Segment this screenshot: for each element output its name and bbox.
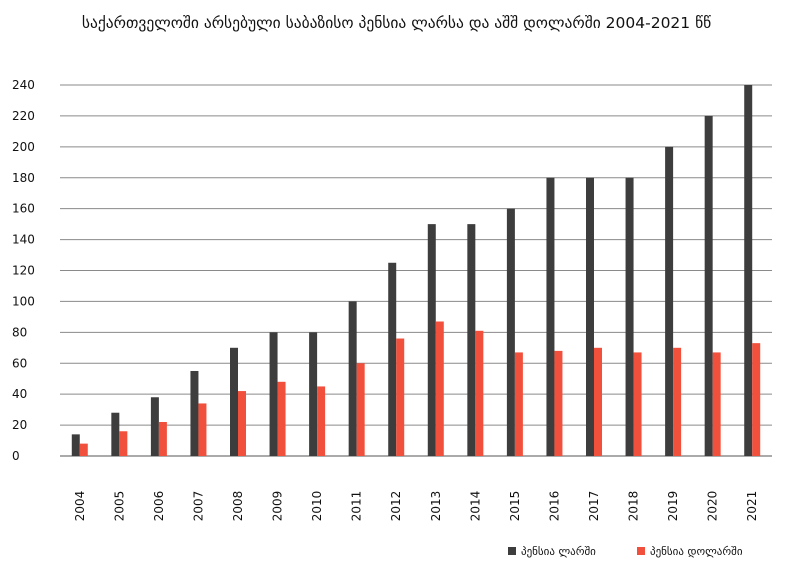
x-tick-label: 2019: [666, 491, 680, 522]
bar-pension-gel: [744, 85, 753, 456]
x-tick-label: 2013: [429, 491, 443, 522]
x-tick-label: 2020: [706, 491, 720, 522]
bar-pension-usd: [475, 330, 484, 456]
bar-pension-gel: [665, 146, 674, 457]
x-tick-label: 2006: [152, 491, 166, 522]
x-tick-label: 2017: [587, 491, 601, 522]
bar-pension-usd: [554, 350, 563, 456]
bar-pension-gel: [348, 301, 357, 456]
bar-pension-gel: [269, 332, 278, 456]
bar-pension-usd: [158, 421, 167, 456]
y-tick-label: 20: [12, 418, 27, 432]
bar-pension-usd: [633, 352, 642, 456]
bar-pension-gel: [309, 332, 318, 456]
bar-pension-usd: [317, 386, 326, 456]
gridlines: [60, 84, 772, 457]
y-tick-label: 200: [12, 140, 35, 154]
y-tick-label: 40: [12, 387, 27, 401]
bar-pension-gel: [546, 177, 555, 456]
bar-pension-usd: [79, 443, 88, 456]
x-axis-ticks: 2004 2005 2006 2007 2008 2009 2010 2011 2012 2013…: [73, 491, 759, 522]
y-tick-label: 120: [12, 264, 35, 278]
bar-pension-usd: [673, 347, 682, 456]
bar-pension-gel: [467, 224, 476, 456]
bar-pension-gel: [190, 370, 199, 456]
legend-label: პენსია დოლარში: [650, 545, 743, 558]
bars: [71, 85, 761, 457]
bar-pension-gel: [704, 115, 713, 457]
legend-swatch: [508, 547, 516, 555]
bar-pension-gel: [586, 177, 594, 456]
x-tick-label: 2021: [745, 491, 759, 522]
x-tick-label: 2016: [547, 491, 561, 522]
chart-title: საქართველოში არსებული საბაზისო პენსია ლა…: [81, 14, 712, 32]
y-tick-label: 60: [12, 356, 27, 370]
bar-pension-usd: [594, 347, 602, 456]
bar-pension-usd: [396, 338, 405, 456]
bar-pension-gel: [111, 412, 120, 456]
bar-pension-usd: [514, 352, 523, 456]
y-axis-ticks: 0 20 40 60 80 100 120 140 160 180 200 220 240: [12, 78, 35, 463]
y-tick-label: 140: [12, 233, 35, 247]
y-tick-label: 220: [12, 109, 35, 123]
y-tick-label: 0: [12, 449, 20, 463]
y-tick-label: 180: [12, 171, 35, 185]
legend-label: პენსია ლარში: [521, 545, 596, 558]
x-tick-label: 2015: [508, 491, 522, 522]
bar-pension-usd: [238, 391, 246, 456]
x-tick-label: 2004: [73, 491, 87, 522]
x-tick-label: 2009: [271, 491, 285, 522]
bar-pension-gel: [388, 262, 397, 456]
y-tick-label: 100: [12, 294, 35, 308]
bar-pension-usd: [435, 321, 444, 456]
legend: პენსია ლარში პენსია დოლარში: [508, 545, 743, 558]
x-tick-label: 2012: [389, 491, 403, 522]
x-tick-label: 2010: [310, 491, 324, 522]
bar-pension-usd: [198, 403, 207, 456]
x-tick-label: 2007: [191, 491, 205, 522]
bar-pension-gel: [506, 208, 515, 456]
y-tick-label: 80: [12, 325, 27, 339]
y-tick-label: 160: [12, 202, 35, 216]
bar-pension-usd: [752, 343, 761, 456]
x-tick-label: 2014: [468, 491, 482, 522]
bar-pension-usd: [119, 431, 128, 456]
x-tick-label: 2018: [627, 491, 641, 522]
legend-swatch: [637, 547, 645, 555]
bar-pension-gel: [150, 397, 159, 456]
bar-pension-gel: [427, 224, 436, 456]
bar-pension-gel: [230, 347, 238, 456]
x-tick-label: 2008: [231, 491, 245, 522]
bar-pension-usd: [356, 363, 365, 456]
x-tick-label: 2005: [112, 491, 126, 522]
y-tick-label: 240: [12, 78, 35, 92]
bar-pension-usd: [712, 352, 721, 456]
x-tick-label: 2011: [350, 491, 364, 522]
bar-pension-gel: [71, 434, 80, 456]
bar-pension-gel: [625, 177, 634, 456]
bar-pension-usd: [277, 381, 286, 456]
